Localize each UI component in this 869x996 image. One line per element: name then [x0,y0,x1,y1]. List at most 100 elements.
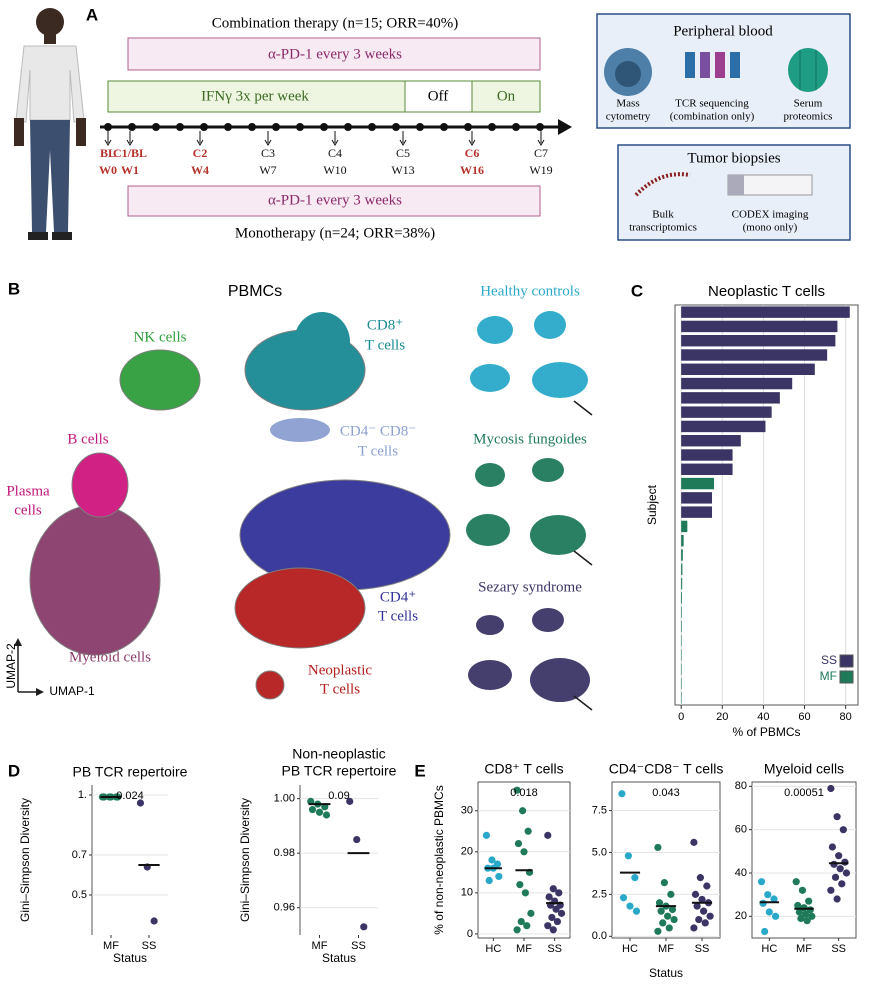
x-tick-label: SS [695,943,710,955]
point [527,909,535,917]
heading: Combination therapy (n=15; ORR=40%) [212,15,458,31]
timeline-dot [296,123,304,131]
timeline-dot [320,123,328,131]
point [839,826,847,834]
point [513,786,521,794]
timepoint-arrow [331,139,339,146]
bar [681,535,684,547]
assay-label: cytometry [606,111,651,123]
point [805,897,813,905]
point [841,858,849,866]
cluster-label: NK cells [134,329,187,345]
y-tick-label: 80 [735,780,747,792]
bar [681,692,682,704]
timepoint-cycle: C2 [193,146,208,160]
bar [681,406,772,418]
point [757,878,766,886]
bar [681,577,683,590]
group-title: Sezary syndrome [478,579,582,595]
bar [681,635,682,647]
timepoint-cycle: BL [100,146,116,160]
bar [681,377,793,390]
point [761,927,769,936]
y-axis-label: Gini–Simpson Diversity [238,798,252,922]
bar [681,306,850,318]
bar [681,520,688,533]
point [833,813,841,821]
legend-label: SS [821,653,837,667]
point [520,848,528,856]
timeline-dot [536,123,544,131]
timepoint-week: W7 [259,163,276,177]
cluster-label: Neoplastic [308,662,372,678]
assay-label: TCR sequencing [675,98,749,110]
assay-label: Serum [794,98,823,110]
point [513,926,521,934]
point [555,889,563,897]
x-tick-label: 40 [757,711,769,723]
timeline-dot [104,123,112,131]
timeline-dot [368,123,376,131]
timepoint-week: W13 [391,163,414,177]
box-title: Tumor biopsies [687,150,780,166]
y-tick-label: 5.0 [592,846,607,858]
y-tick-label: 10 [461,887,473,899]
timepoint-arrow [468,139,476,146]
pd1-box [127,185,541,217]
bar [681,506,713,518]
point [792,878,800,886]
point [706,912,714,920]
bar [681,563,683,575]
legend-swatch [839,654,854,668]
x-tick-label: MF [312,940,328,952]
off-label: Off [428,88,449,104]
cluster-label: T cells [320,681,360,697]
point [695,915,703,924]
point [308,805,317,814]
timepoint-week: W10 [323,163,346,177]
bar [681,335,836,347]
heading: Monotherapy (n=24; ORR=38%) [235,225,435,241]
bar [681,492,713,504]
y-axis-label: % of non-neoplastic PBMCs [432,785,446,934]
group-title: Mycosis fungoides [473,431,587,447]
x-tick-label: 0 [678,711,684,723]
bar [681,592,682,604]
timepoint-arrow [196,139,204,146]
timepoint-arrow [537,139,545,146]
cluster-label: Plasma [6,483,50,499]
timepoint-week: W0 [99,163,117,177]
y-tick-label: 0.98 [274,847,295,859]
timeline-dot [224,123,232,131]
y-axis-label: Gini–Simpson Diversity [18,798,32,922]
chart-title: Neoplastic T cells [708,283,825,300]
timeline-arrow [558,119,572,135]
chart-title: Non-neoplastic [292,746,385,762]
point [665,924,673,932]
point [618,790,626,798]
point [524,827,532,835]
x-tick-label: 80 [840,711,852,723]
bar [681,363,815,375]
x-tick-label: 60 [798,711,810,723]
point [519,807,527,815]
bar [681,349,828,361]
timepoint-cycle: C5 [396,146,410,160]
point [803,917,811,925]
timepoint-arrow [399,139,407,146]
point [654,843,662,852]
point [315,808,324,816]
point [770,895,778,903]
y-tick-label: 0.5 [72,889,87,901]
point [835,852,843,860]
y-tick-label: 0.0 [592,930,607,942]
point [544,922,552,930]
pd1-label: α-PD-1 every 3 weeks [268,46,402,62]
point [660,879,668,887]
x-axis-label: Status [113,951,147,965]
p-value: 0.043 [652,787,680,799]
point [516,881,524,889]
point [838,880,846,888]
point [808,912,816,920]
